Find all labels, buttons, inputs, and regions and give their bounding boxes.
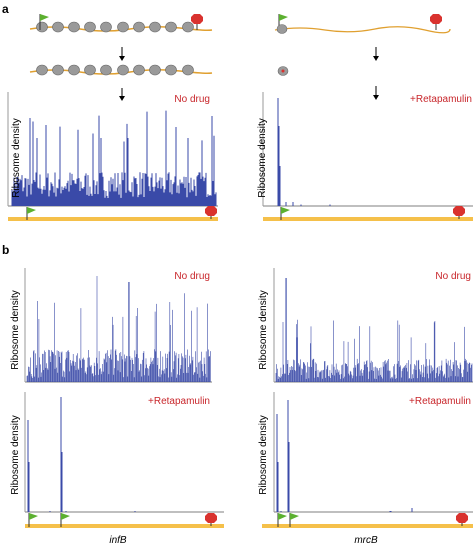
gene-label-infb: infB bbox=[109, 535, 127, 544]
gene-bar bbox=[25, 524, 224, 528]
ribosome-icon bbox=[149, 21, 161, 33]
ribosome-icon bbox=[68, 21, 80, 33]
gene-bar bbox=[263, 217, 473, 221]
start-flag-icon bbox=[289, 513, 299, 527]
start-flag-icon bbox=[39, 14, 49, 30]
y-axis-label: Ribosome density bbox=[258, 415, 269, 494]
ribosome-icon bbox=[277, 66, 289, 76]
plot-b-infb-no-drug: Ribosome density No drug bbox=[10, 268, 212, 383]
plot-b-infb-retapamulin: Ribosome density +Retapamulin infB bbox=[10, 392, 224, 544]
plot-a-retapamulin: Ribosome density +Retapamulin bbox=[257, 92, 473, 221]
ribosome-icon bbox=[133, 21, 145, 33]
initiation-schematic-retapamulin bbox=[274, 14, 451, 100]
ribosome-density-trace bbox=[276, 400, 413, 512]
ribosome-density-trace bbox=[26, 276, 211, 382]
gene-bar bbox=[262, 524, 473, 528]
ribosome-icon bbox=[100, 64, 112, 76]
panel-b-letter: b bbox=[2, 243, 9, 257]
y-axis-label: Ribosome density bbox=[10, 415, 21, 494]
ribosome-icon bbox=[182, 21, 194, 33]
ribosome-icon bbox=[84, 64, 96, 76]
plot-b-mrcb-retapamulin: Ribosome density +Retapamulin mrcB bbox=[258, 392, 473, 544]
stop-sign-icon bbox=[205, 206, 217, 219]
start-flag-icon bbox=[280, 207, 290, 220]
condition-label: No drug bbox=[435, 271, 471, 282]
start-flag-icon bbox=[60, 513, 70, 527]
condition-label: No drug bbox=[174, 271, 210, 282]
gene-bar bbox=[8, 217, 218, 221]
ribosome-icon bbox=[52, 64, 64, 76]
y-axis-label: Ribosome density bbox=[10, 290, 21, 369]
mrna-line bbox=[274, 26, 451, 34]
ribosome-icon bbox=[182, 64, 194, 76]
polysome-schematic-no-drug bbox=[29, 14, 213, 101]
ribosome-icon bbox=[276, 24, 288, 34]
ribosome-icon bbox=[133, 64, 145, 76]
panel-a-letter: a bbox=[2, 2, 9, 16]
ribosome-icon bbox=[117, 64, 129, 76]
ribosome-row bbox=[36, 21, 194, 33]
stop-sign-icon bbox=[430, 14, 442, 30]
plot-b-mrcb-no-drug: Ribosome density No drug bbox=[258, 268, 473, 383]
start-flag-icon bbox=[277, 513, 287, 527]
condition-label: +Retapamulin bbox=[148, 396, 210, 407]
ribosome-density-trace bbox=[27, 397, 136, 512]
condition-label: No drug bbox=[174, 94, 210, 105]
ribosome-icon bbox=[84, 21, 96, 33]
y-axis-label: Ribosome density bbox=[11, 118, 22, 197]
ribosome-icon bbox=[117, 21, 129, 33]
ribosome-icon bbox=[36, 21, 48, 33]
y-axis-label: Ribosome density bbox=[258, 290, 269, 369]
ribosome-row bbox=[36, 64, 194, 76]
ribosome-icon bbox=[52, 21, 64, 33]
ribosome-density-trace bbox=[277, 98, 331, 206]
ribosome-icon bbox=[165, 64, 177, 76]
start-flag-icon bbox=[28, 513, 38, 527]
ribosome-icon bbox=[68, 64, 80, 76]
ribosome-icon bbox=[165, 21, 177, 33]
gene-label-mrcb: mrcB bbox=[354, 535, 378, 544]
y-axis-label: Ribosome density bbox=[257, 118, 268, 197]
stop-sign-icon bbox=[191, 14, 203, 30]
stop-sign-icon bbox=[453, 206, 465, 219]
ribosome-density-trace bbox=[11, 110, 217, 206]
condition-label: +Retapamulin bbox=[410, 94, 472, 105]
ribosome-density-trace bbox=[275, 278, 473, 382]
ribosome-icon bbox=[36, 64, 48, 76]
stop-sign-icon bbox=[456, 513, 468, 526]
ribosome-icon bbox=[149, 64, 161, 76]
stop-sign-icon bbox=[205, 513, 217, 526]
plot-a-no-drug: Ribosome density No drug bbox=[7, 92, 218, 221]
start-flag-icon bbox=[26, 207, 36, 220]
ribosome-icon bbox=[100, 21, 112, 33]
condition-label: +Retapamulin bbox=[409, 396, 471, 407]
